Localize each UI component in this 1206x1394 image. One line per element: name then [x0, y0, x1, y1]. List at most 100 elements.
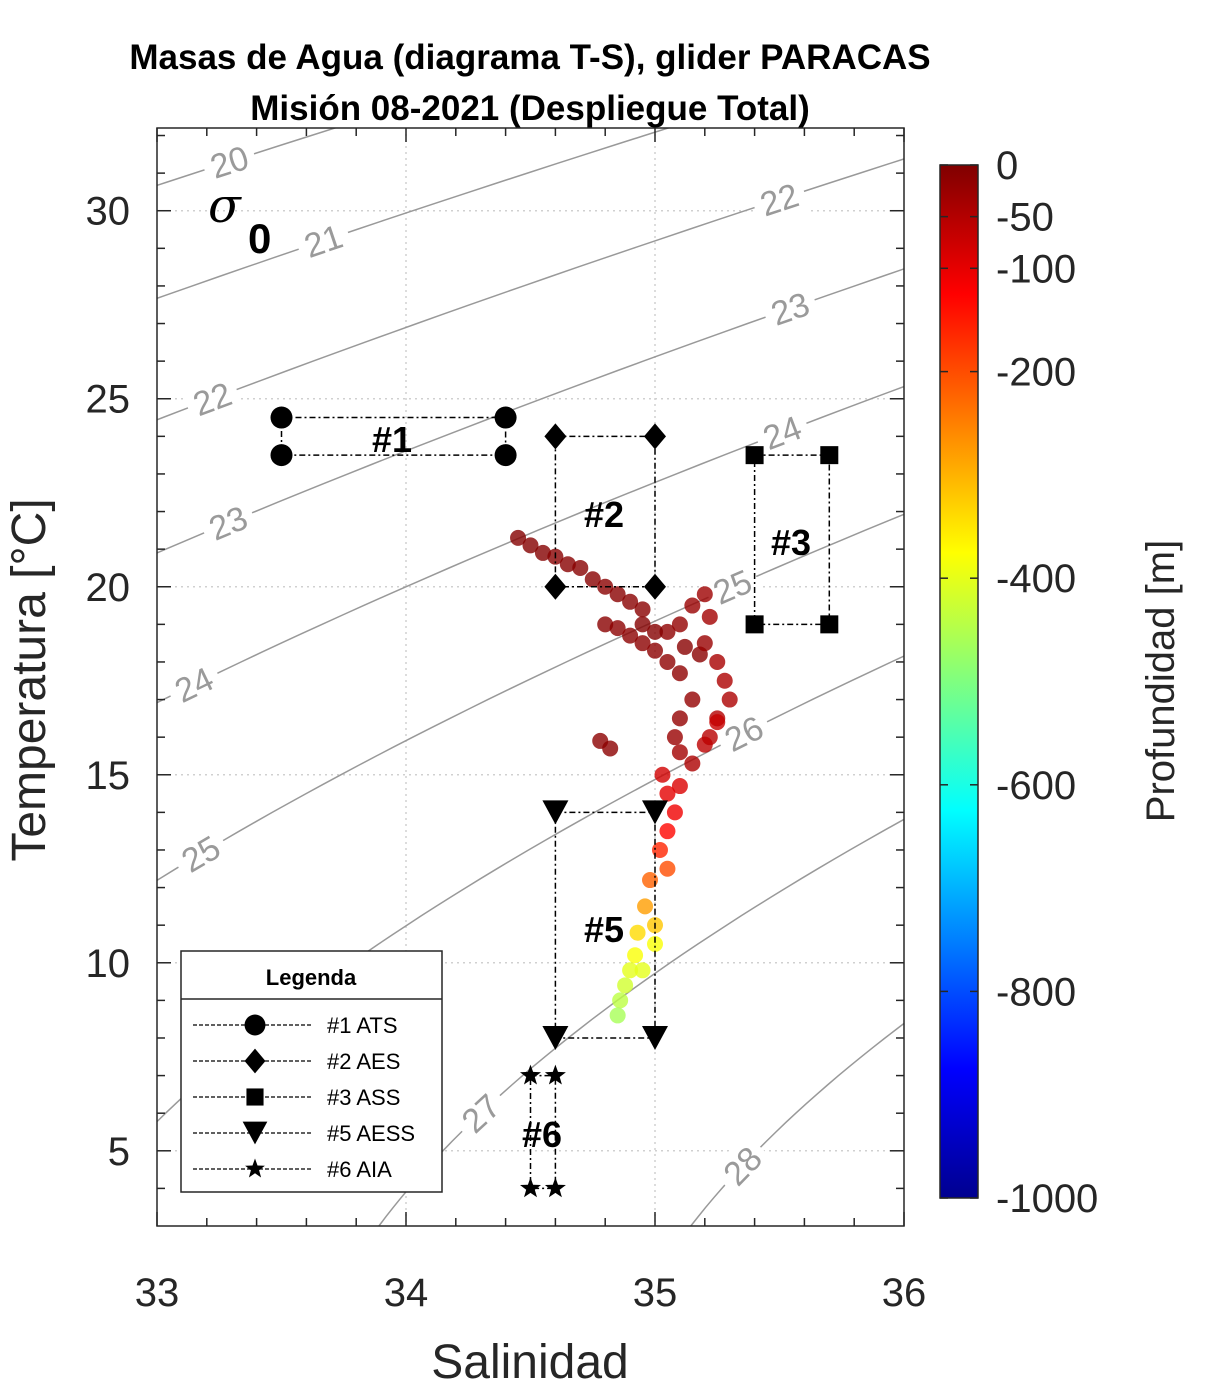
- data-point: [634, 616, 651, 633]
- colorbar-label: Profundidad [m]: [1139, 540, 1183, 822]
- water-mass-box: [753, 454, 831, 626]
- contour-label-group: 25: [168, 823, 234, 885]
- star-marker: [544, 1177, 566, 1198]
- data-point: [709, 653, 726, 670]
- isopycnal-21: [157, 128, 671, 300]
- water-mass-label: #5: [584, 909, 624, 950]
- legend-label: #2 AES: [327, 1049, 400, 1074]
- water-mass-box: [529, 1074, 557, 1190]
- star-marker: [520, 1177, 541, 1198]
- contour-label-group: 22: [180, 370, 244, 427]
- contour-label-bg: [711, 703, 777, 763]
- x-tick-label: 34: [384, 1271, 429, 1315]
- chart-title-line2: Misión 08-2021 (Despliegue Total): [250, 89, 810, 128]
- star-marker: [520, 1064, 541, 1085]
- water-mass-label: #6: [522, 1114, 562, 1155]
- data-point: [659, 860, 676, 877]
- plot-area-border: [156, 127, 905, 1227]
- contour-label-group: 22: [748, 172, 811, 227]
- colorbar-tick-label: -1000: [996, 1177, 1098, 1221]
- water-mass-label: #3: [771, 522, 811, 563]
- square-marker: [820, 615, 839, 634]
- contour-label-bg: [758, 281, 822, 336]
- circle-marker: [270, 444, 293, 467]
- colorbar-tick-label: 0: [996, 144, 1018, 188]
- data-point: [609, 620, 626, 637]
- data-point: [721, 691, 738, 708]
- triangle-down-marker: [242, 1121, 268, 1145]
- data-point: [622, 627, 639, 644]
- data-point: [671, 616, 688, 633]
- legend-label: #5 AESS: [327, 1121, 415, 1146]
- data-point: [597, 616, 614, 633]
- triangle-down-marker: [642, 1025, 668, 1050]
- isopycnal-22: [157, 158, 904, 421]
- contour-label-bg: [180, 370, 244, 427]
- water-mass-aia: #6: [520, 1064, 566, 1198]
- legend-label: #1 ATS: [327, 1013, 398, 1038]
- data-point: [666, 729, 683, 746]
- legend-entry: #3 ASS: [193, 1085, 400, 1110]
- data-point: [671, 665, 688, 682]
- legend-entry: #6 AIA: [193, 1157, 392, 1182]
- contour-label-bg: [750, 404, 814, 461]
- data-point: [572, 559, 589, 576]
- water-mass-ass: #3: [745, 446, 839, 634]
- diamond-marker: [244, 1048, 266, 1074]
- legend-box: [180, 950, 443, 1193]
- data-point: [629, 924, 646, 941]
- legend-entry: #2 AES: [193, 1048, 400, 1074]
- legend-label: #3 ASS: [327, 1085, 400, 1110]
- contour-label-bg: [448, 1080, 514, 1146]
- y-tick-label: 10: [86, 942, 131, 986]
- data-point: [659, 823, 676, 840]
- water-mass-box: [554, 811, 656, 1039]
- sigma-symbol: σ: [208, 178, 242, 234]
- water-mass-box: [554, 435, 656, 588]
- data-point: [651, 841, 668, 858]
- legend-entry: #5 AESS: [193, 1121, 415, 1146]
- data-point: [684, 755, 701, 772]
- colorbar-tick-label: -200: [996, 351, 1076, 395]
- data-point: [696, 736, 713, 753]
- water-mass-ats: #1: [270, 406, 517, 467]
- data-point: [716, 672, 733, 689]
- x-tick-label: 33: [135, 1271, 180, 1315]
- water-mass-aess: #5: [542, 800, 668, 1050]
- diamond-marker: [544, 423, 567, 450]
- data-point: [684, 597, 701, 614]
- colorbar-tick-label: -800: [996, 970, 1076, 1014]
- data-point: [559, 556, 576, 573]
- data-point: [647, 642, 663, 659]
- square-marker: [820, 446, 839, 465]
- data-point: [622, 962, 639, 979]
- data-point: [609, 1007, 626, 1024]
- x-tick-label: 36: [882, 1271, 927, 1315]
- data-point: [647, 935, 663, 952]
- y-tick-label: 5: [108, 1130, 130, 1174]
- square-marker: [246, 1088, 264, 1106]
- data-point: [634, 601, 651, 618]
- water-mass-box: [280, 416, 507, 456]
- axis-ticks: 33 34 35 36 5 10 15 20 25 30: [86, 128, 927, 1315]
- contour-label-bg: [748, 172, 811, 227]
- legend-entry: #1 ATS: [193, 1013, 398, 1038]
- circle-marker: [494, 444, 517, 467]
- triangle-down-marker: [542, 800, 569, 825]
- data-point: [634, 635, 651, 652]
- contour-label-bg: [196, 494, 260, 552]
- y-tick-label: 30: [86, 190, 131, 234]
- y-tick-label: 15: [86, 754, 131, 798]
- isopycnal-25: [157, 513, 904, 882]
- data-point: [637, 898, 654, 915]
- data-point: [627, 947, 644, 964]
- data-point: [612, 992, 629, 1009]
- water-mass-boxes: #1 #2 #3 #5 #6: [270, 406, 839, 1198]
- chart-title-line1: Masas de Agua (diagrama T-S), glider PAR…: [129, 38, 930, 77]
- data-point: [642, 872, 659, 889]
- contour-label-group: 23: [196, 494, 260, 552]
- colorbar-tick-label: -100: [996, 247, 1076, 291]
- data-point: [709, 714, 726, 731]
